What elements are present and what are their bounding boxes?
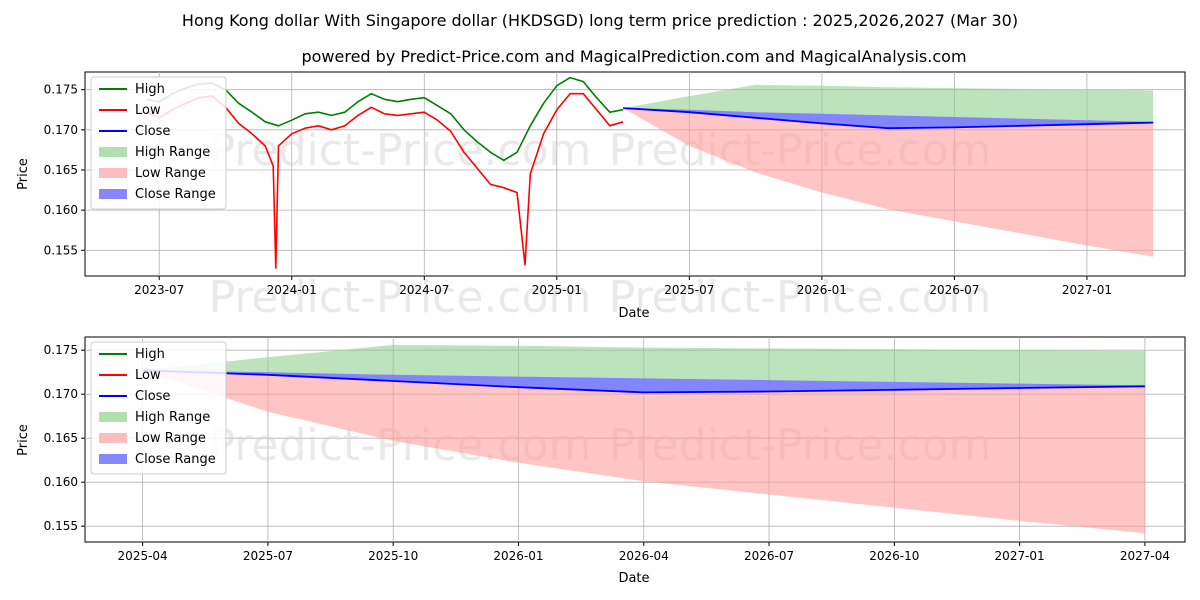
chart-title: Hong Kong dollar With Singapore dollar (… (182, 11, 1018, 30)
close-line (142, 369, 1145, 394)
legend-label: Low (135, 103, 161, 118)
y-tick-label: 0.170 (44, 123, 78, 137)
x-tick-label: 2027-04 (1120, 549, 1170, 563)
watermark: Predict-Price.com (609, 272, 992, 323)
legend-label: Low (135, 368, 161, 383)
y-tick-label: 0.175 (44, 83, 78, 97)
legend-label: High Range (135, 410, 210, 425)
legend-label: Low Range (135, 431, 206, 446)
x-tick-label: 2026-01 (797, 283, 847, 297)
bottom-legend: High Low Close High Range Low Range Close Ran… (90, 341, 227, 475)
y-tick-label: 0.155 (44, 519, 78, 533)
low-range-band (142, 370, 1145, 534)
low-range-band (623, 108, 1154, 257)
x-tick-label: 2026-07 (929, 283, 979, 297)
x-tick-label: 2025-04 (118, 549, 168, 563)
x-tick-label: 2024-07 (399, 283, 449, 297)
y-tick-label: 0.155 (44, 243, 78, 257)
bottom-x-axis-label: Date (618, 571, 649, 586)
x-tick-label: 2026-01 (493, 549, 543, 563)
x-tick-label: 2027-01 (1062, 283, 1112, 297)
bottom-x-ticks: 2025-04 2025-07 2025-10 2026-01 2026-04 2026-… (118, 542, 1170, 563)
top-y-ticks: 0.155 0.160 0.165 0.170 0.175 (44, 83, 85, 257)
y-tick-label: 0.160 (44, 203, 78, 217)
x-tick-label: 2026-10 (869, 549, 919, 563)
y-tick-label: 0.165 (44, 163, 78, 177)
close-line (623, 107, 1154, 130)
y-tick-label: 0.175 (44, 343, 78, 357)
top-x-ticks: 2023-07 2024-01 2024-07 2025-01 2025-07 2026-… (134, 276, 1112, 297)
legend-swatch (99, 433, 127, 443)
legend-label: High Range (135, 145, 210, 160)
bottom-lines (142, 369, 1145, 394)
x-tick-label: 2026-04 (619, 549, 669, 563)
top-legend: High Low Close High Range Low Range Close Ran… (90, 76, 227, 210)
y-tick-label: 0.165 (44, 431, 78, 445)
bottom-y-axis-label: Price (16, 424, 31, 456)
legend-label: High (135, 82, 165, 97)
x-tick-label: 2024-01 (267, 283, 317, 297)
legend-label: Close (135, 124, 170, 139)
top-y-axis-label: Price (16, 158, 31, 190)
legend-label: Close (135, 389, 170, 404)
close-range-band (623, 108, 1154, 129)
legend-swatch (99, 189, 127, 199)
legend-label: Low Range (135, 166, 206, 181)
y-tick-label: 0.160 (44, 475, 78, 489)
low-line (145, 92, 624, 269)
legend-swatch (99, 454, 127, 464)
legend-label: High (135, 347, 165, 362)
bottom-panel: Predict-Price.com Predict-Price.com 0.15… (16, 336, 1186, 586)
legend-label: Close Range (135, 187, 216, 202)
chart-subtitle: powered by Predict-Price.com and Magical… (301, 47, 966, 66)
top-panel: Predict-Price.com Predict-Price.com Pred… (16, 71, 1186, 323)
x-tick-label: 2023-07 (134, 283, 184, 297)
watermark: Predict-Price.com (209, 272, 592, 323)
x-tick-label: 2025-07 (664, 283, 714, 297)
x-tick-label: 2025-07 (243, 549, 293, 563)
legend-swatch (99, 147, 127, 157)
y-tick-label: 0.170 (44, 387, 78, 401)
legend-label: Close Range (135, 452, 216, 467)
bottom-y-ticks: 0.155 0.160 0.165 0.170 0.175 (44, 343, 85, 533)
legend-swatch (99, 168, 127, 178)
watermark: Predict-Price.com (209, 125, 592, 176)
x-tick-label: 2026-07 (744, 549, 794, 563)
x-tick-label: 2027-01 (995, 549, 1045, 563)
top-x-axis-label: Date (618, 306, 649, 321)
close-range-band (142, 370, 1145, 393)
legend-swatch (99, 412, 127, 422)
x-tick-label: 2025-01 (532, 283, 582, 297)
x-tick-label: 2025-10 (368, 549, 418, 563)
